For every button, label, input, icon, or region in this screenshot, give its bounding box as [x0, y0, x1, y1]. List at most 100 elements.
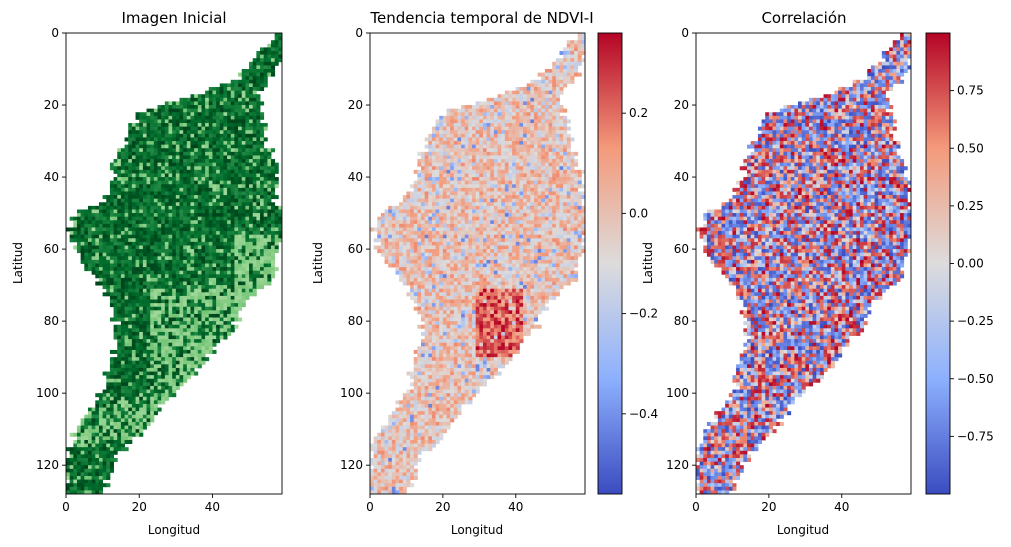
- heatmap-cell: [194, 263, 199, 268]
- heatmap-cell: [537, 72, 542, 77]
- heatmap-cell: [135, 389, 140, 394]
- heatmap-cell: [172, 331, 177, 336]
- heatmap-cell: [577, 54, 582, 59]
- heatmap-cell: [161, 292, 166, 297]
- heatmap-cell: [523, 123, 528, 128]
- heatmap-cell: [183, 256, 188, 261]
- heatmap-cell: [117, 400, 122, 405]
- heatmap-cell: [523, 169, 528, 174]
- heatmap-cell: [168, 288, 173, 293]
- heatmap-cell: [212, 112, 217, 117]
- heatmap-cell: [559, 177, 564, 182]
- heatmap-cell: [131, 223, 136, 228]
- heatmap-cell: [120, 328, 125, 333]
- heatmap-cell: [216, 87, 221, 92]
- heatmap-cell: [157, 198, 162, 203]
- heatmap-cell: [453, 162, 458, 167]
- heatmap-cell: [205, 324, 210, 329]
- heatmap-cell: [157, 285, 162, 290]
- heatmap-cell: [442, 169, 447, 174]
- heatmap-cell: [186, 195, 191, 200]
- heatmap-cell: [179, 375, 184, 380]
- heatmap-cell: [457, 148, 462, 153]
- heatmap-cell: [497, 94, 502, 99]
- heatmap-cell: [548, 148, 553, 153]
- heatmap-cell: [439, 159, 444, 164]
- heatmap-cell: [212, 90, 217, 95]
- heatmap-cell: [482, 108, 488, 113]
- heatmap-cell: [260, 58, 265, 63]
- heatmap-cell: [98, 439, 104, 444]
- heatmap-cell: [172, 238, 177, 243]
- heatmap-cell: [117, 331, 122, 336]
- heatmap-cell: [421, 166, 426, 171]
- heatmap-cell: [197, 180, 202, 185]
- heatmap-cell: [442, 148, 447, 153]
- heatmap-cell: [457, 169, 462, 174]
- heatmap-cell: [139, 313, 144, 318]
- heatmap-cell: [190, 342, 195, 347]
- heatmap-cell: [113, 267, 118, 272]
- heatmap-cell: [98, 277, 104, 282]
- heatmap-cell: [555, 105, 560, 110]
- heatmap-cell: [197, 252, 202, 257]
- heatmap-cell: [131, 137, 136, 142]
- heatmap-cell: [271, 148, 276, 153]
- heatmap-cell: [475, 155, 480, 160]
- heatmap-cell: [120, 238, 125, 243]
- heatmap-cell: [194, 144, 199, 149]
- heatmap-cell: [245, 166, 250, 171]
- heatmap-cell: [80, 421, 85, 426]
- heatmap-cell: [109, 274, 114, 279]
- heatmap-cell: [76, 450, 82, 455]
- heatmap-cell: [271, 173, 276, 178]
- heatmap-cell: [102, 227, 107, 232]
- heatmap-cell: [135, 321, 140, 326]
- heatmap-cell: [263, 47, 268, 52]
- heatmap-cell: [205, 155, 210, 160]
- heatmap-cell: [523, 108, 528, 113]
- heatmap-cell: [245, 231, 250, 236]
- heatmap-cell: [157, 137, 162, 142]
- heatmap-cell: [106, 382, 111, 387]
- heatmap-cell: [230, 151, 235, 156]
- heatmap-cell: [577, 47, 582, 52]
- heatmap-cell: [530, 141, 535, 146]
- heatmap-cell: [552, 123, 557, 128]
- heatmap-cell: [552, 162, 557, 167]
- heatmap-cell: [212, 97, 217, 102]
- heatmap-cell: [263, 184, 268, 189]
- heatmap-cell: [208, 209, 213, 214]
- heatmap-cell: [131, 285, 136, 290]
- heatmap-cell: [153, 115, 158, 120]
- heatmap-cell: [183, 115, 188, 120]
- heatmap-cell: [98, 432, 104, 437]
- heatmap-cell: [194, 231, 199, 236]
- heatmap-cell: [523, 133, 528, 138]
- heatmap-cell: [421, 162, 426, 167]
- heatmap-cell: [442, 133, 447, 138]
- heatmap-cell: [109, 299, 114, 304]
- heatmap-cell: [574, 159, 579, 164]
- heatmap-cell: [120, 432, 125, 437]
- heatmap-cell: [153, 130, 158, 135]
- heatmap-cell: [183, 249, 188, 254]
- heatmap-cell: [468, 144, 473, 149]
- heatmap-cell: [150, 241, 155, 246]
- heatmap-cell: [260, 54, 265, 59]
- heatmap-cell: [486, 144, 491, 149]
- heatmap-cell: [252, 79, 257, 84]
- heatmap-cell: [142, 288, 147, 293]
- heatmap-cell: [128, 227, 133, 232]
- heatmap-cell: [581, 58, 585, 63]
- heatmap-cell: [208, 249, 213, 254]
- heatmap-cell: [139, 342, 144, 347]
- heatmap-cell: [109, 457, 114, 462]
- heatmap-cell: [197, 360, 202, 365]
- heatmap-cell: [201, 342, 206, 347]
- heatmap-cell: [417, 173, 422, 178]
- heatmap-cell: [267, 231, 272, 236]
- heatmap-cell: [201, 238, 206, 243]
- heatmap-cell: [234, 195, 239, 200]
- heatmap-cell: [98, 461, 104, 466]
